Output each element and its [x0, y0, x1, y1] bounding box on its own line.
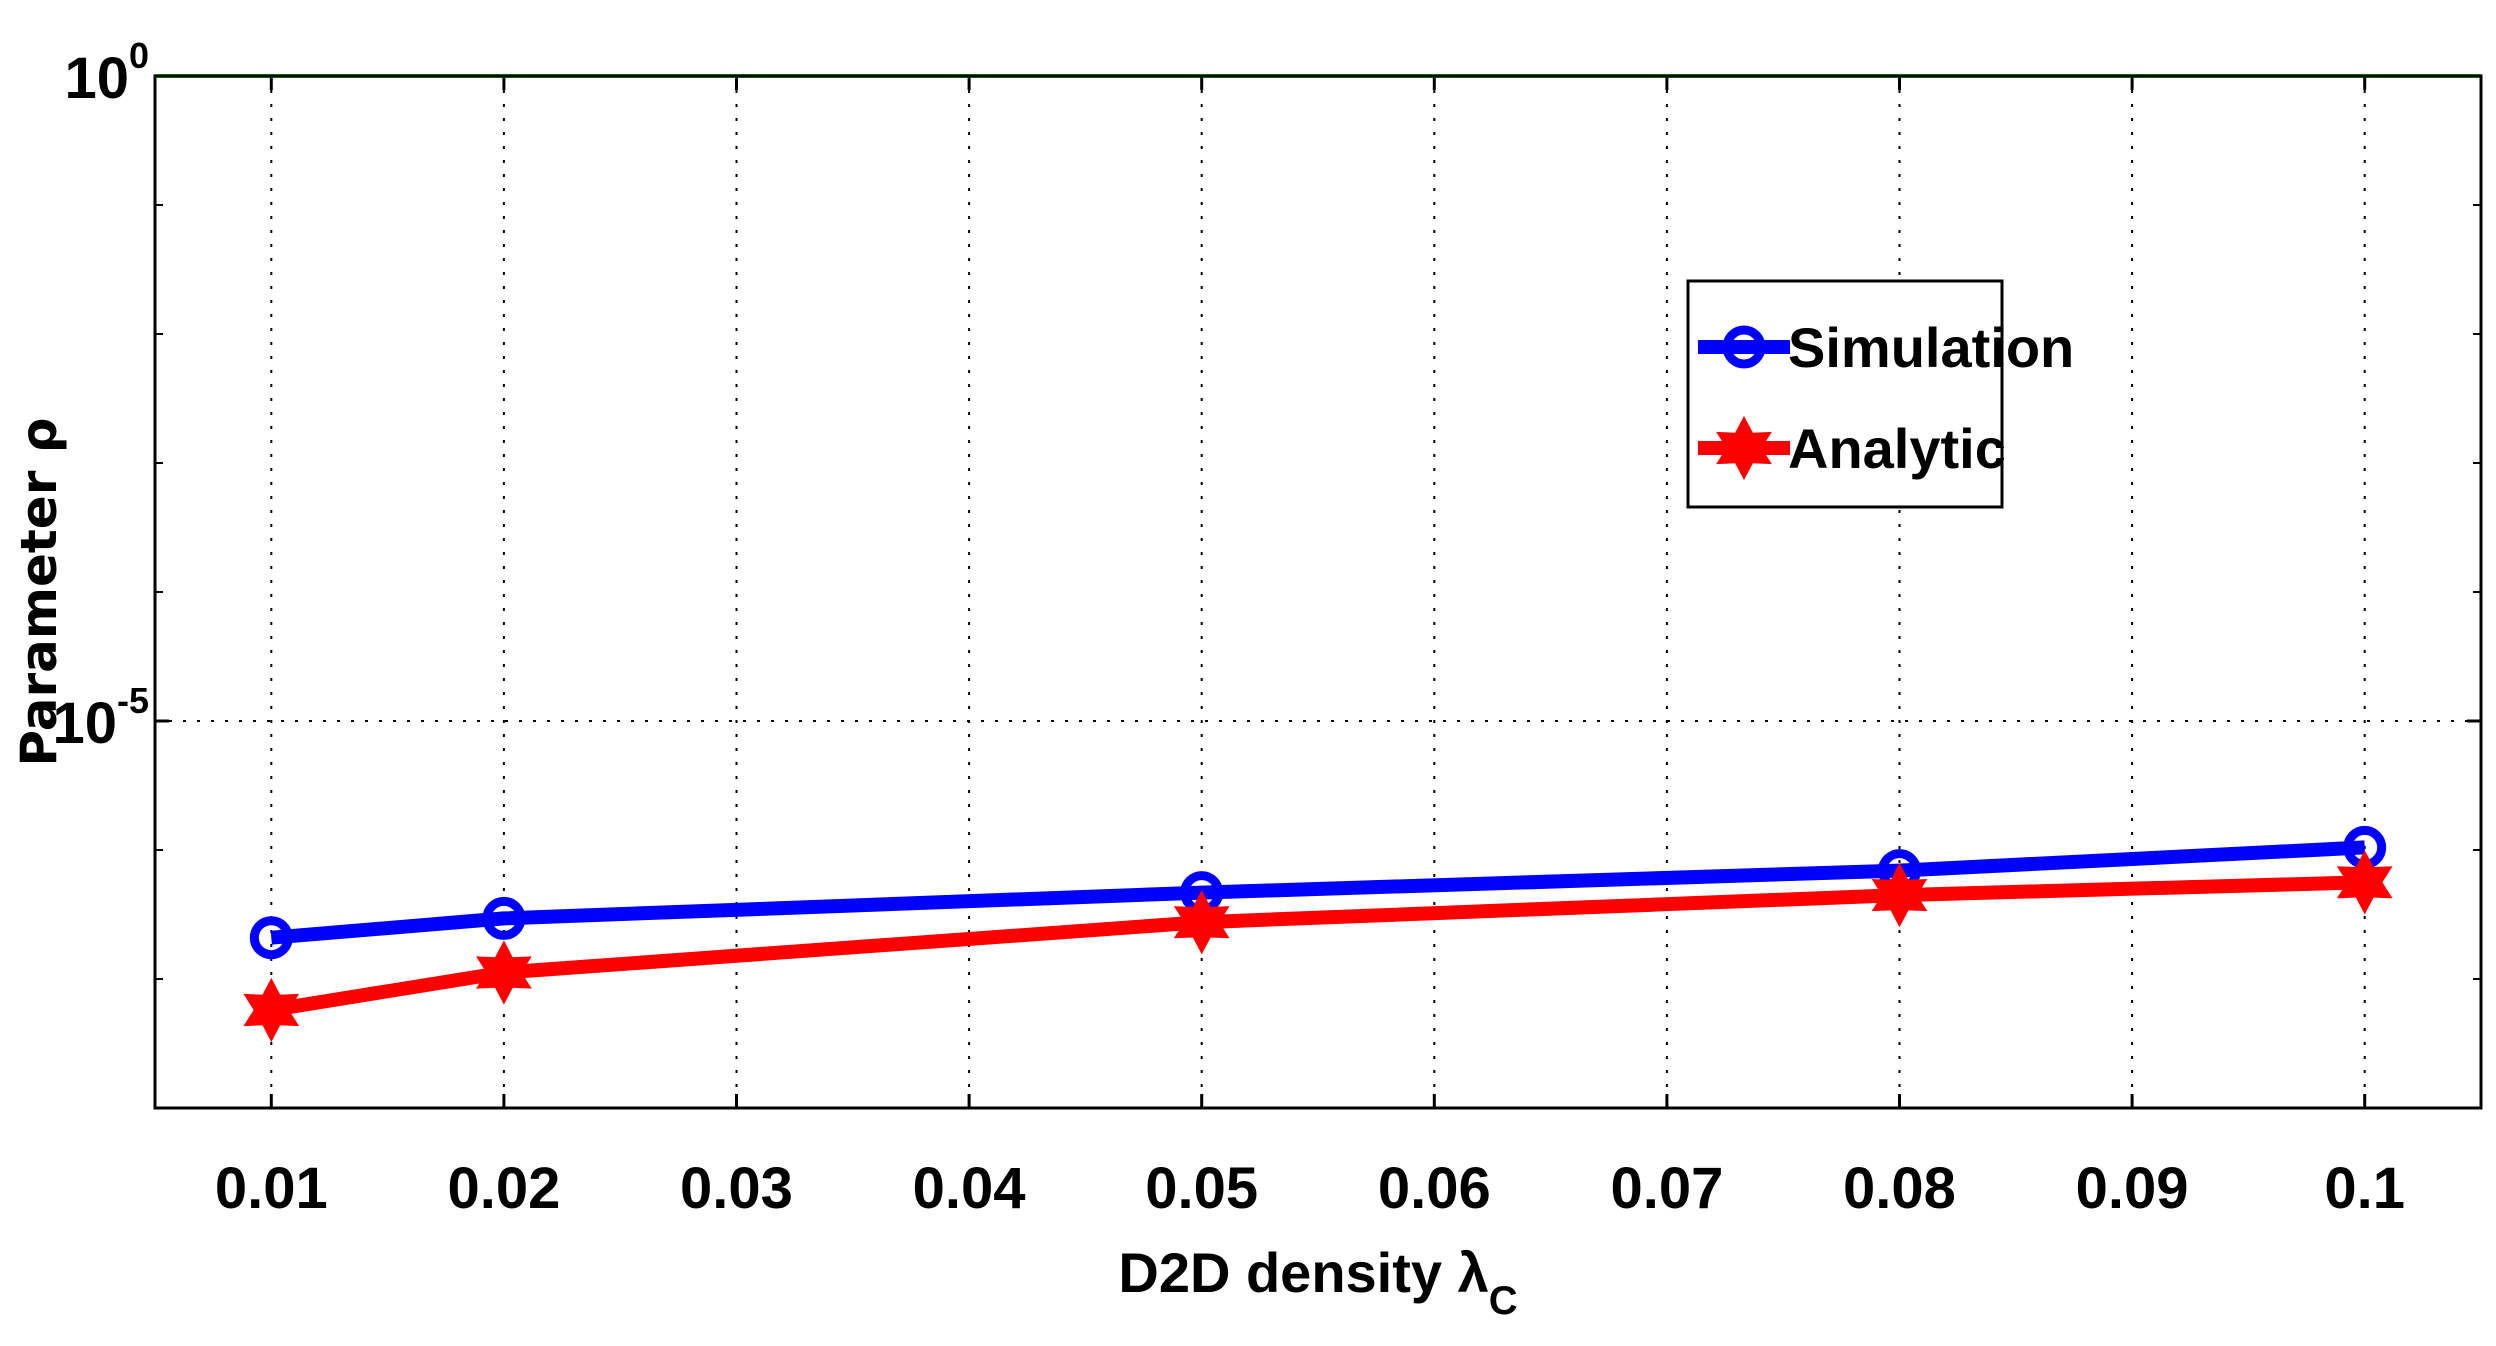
x-tick-label: 0.03	[680, 1156, 793, 1221]
legend-items: Simulation Analytic	[1698, 316, 2074, 481]
x-axis: 0.01 0.02 0.03 0.04 0.05 0.06 0.07 0.08 0.09 0.1	[215, 76, 2405, 1221]
data-point-analytic	[1173, 890, 1230, 955]
data-point-simulation	[249, 916, 293, 960]
x-tick-label: 0.04	[913, 1156, 1026, 1221]
y-tick-base: 10	[64, 46, 129, 111]
data-point-analytic	[476, 940, 532, 1005]
y-tick-label: 10-5	[52, 680, 149, 756]
x-axis-label: D2D density λC	[1118, 1241, 1517, 1323]
x-tick-label: 0.05	[1145, 1156, 1258, 1221]
x-tick-label: 0.1	[2324, 1156, 2405, 1221]
legend-swatch-marker	[1716, 415, 1772, 481]
y-tick-base: 10	[52, 691, 117, 756]
legend-label: Analytic	[1788, 417, 2006, 480]
data-point-analytic	[243, 977, 300, 1043]
y-tick-exponent: 0	[129, 35, 149, 76]
x-axis-label-subscript: C	[1489, 1279, 1518, 1323]
y-tick-label: 100	[64, 35, 149, 111]
x-tick-label: 0.01	[215, 1156, 328, 1221]
x-tick-label: 0.06	[1378, 1156, 1491, 1221]
data-point-analytic	[2336, 850, 2393, 915]
x-axis-label-text: D2D density λ	[1118, 1241, 1488, 1304]
data-point-analytic	[1871, 862, 1928, 928]
legend: Simulation Analytic	[1686, 279, 2074, 509]
series-analytic	[243, 850, 2393, 1043]
x-tick-label: 0.09	[2076, 1156, 2189, 1221]
legend-item-simulation: Simulation	[1698, 316, 2074, 379]
series-group	[243, 825, 2393, 1043]
y-axis-label: Parameter ρ	[10, 417, 68, 766]
x-tick-label: 0.08	[1843, 1156, 1956, 1221]
x-tick-label: 0.02	[447, 1156, 560, 1221]
y-tick-exponent: -5	[117, 680, 149, 721]
x-tick-label: 0.07	[1610, 1156, 1723, 1221]
data-point-simulation	[482, 896, 526, 940]
legend-label: Simulation	[1788, 316, 2074, 379]
legend-item-analytic: Analytic	[1698, 415, 2006, 481]
legend-swatch-marker	[1722, 325, 1766, 369]
